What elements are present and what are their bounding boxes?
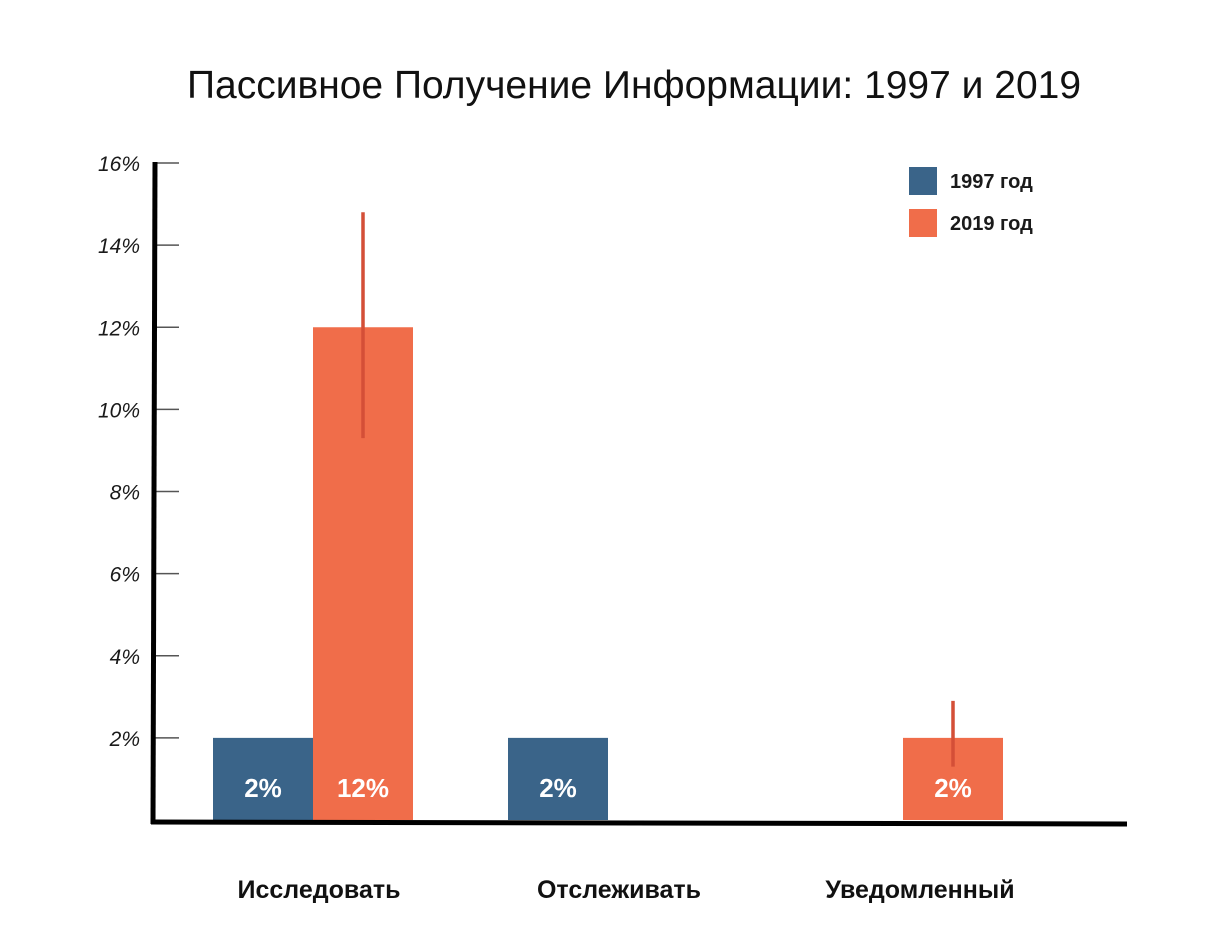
- bar-value-labels: 2% 12% 2% 2%: [244, 773, 972, 803]
- bar-value-label: 2%: [244, 773, 282, 803]
- y-tick-label: 12%: [98, 317, 140, 340]
- y-tick-label: 10%: [98, 399, 140, 422]
- y-tick-label: 2%: [109, 728, 140, 751]
- x-axis-category-labels: Исследовать Отслеживать Уведомленный: [238, 876, 1015, 904]
- bar: [213, 737, 313, 820]
- bar-value-label: 12%: [337, 773, 389, 803]
- bars: [213, 327, 1003, 820]
- x-axis-line: [150, 819, 1128, 827]
- y-tick-label: 16%: [98, 153, 140, 176]
- legend-label: 1997 год: [950, 171, 1033, 193]
- y-axis-ticks: 2% 4% 6% 8% 10% 12% 14% 16%: [98, 153, 179, 751]
- legend-swatch: [909, 167, 937, 195]
- legend: 1997 год 2019 год: [909, 167, 1033, 237]
- y-tick-label: 4%: [110, 646, 140, 669]
- legend-label: 2019 год: [950, 213, 1033, 235]
- y-tick-label: 6%: [110, 564, 140, 587]
- bar-value-label: 2%: [934, 773, 972, 803]
- bar: [508, 737, 608, 820]
- legend-swatch: [909, 209, 937, 237]
- bar-value-label: 2%: [539, 773, 577, 803]
- x-axis-category-label: Отслеживать: [537, 876, 701, 904]
- y-axis-line: [150, 161, 158, 825]
- x-axis-category-label: Уведомленный: [825, 876, 1014, 904]
- chart-title: Пассивное Получение Информации: 1997 и 2…: [187, 64, 1081, 107]
- y-tick-label: 14%: [98, 235, 140, 258]
- x-axis-category-label: Исследовать: [238, 876, 401, 904]
- error-bars: [361, 212, 955, 767]
- y-tick-label: 8%: [110, 482, 140, 505]
